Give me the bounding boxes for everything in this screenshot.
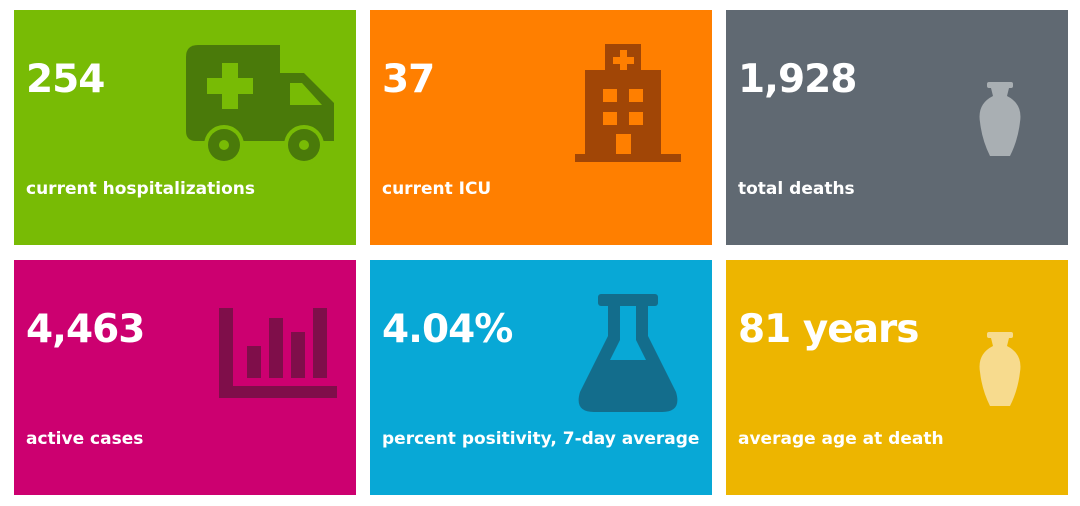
hospitalizations-label: current hospitalizations (26, 179, 255, 199)
positivity-label: percent positivity, 7-day average (382, 429, 700, 449)
stat-tile-deaths: 1,928 total deaths (726, 10, 1068, 245)
ambulance-icon (186, 45, 338, 165)
deaths-value: 1,928 (738, 57, 857, 102)
urn-icon (976, 82, 1024, 158)
deaths-label: total deaths (738, 179, 855, 199)
icu-label: current ICU (382, 179, 492, 199)
age-label: average age at death (738, 429, 944, 449)
bar-chart-icon (219, 308, 337, 400)
age-value: 81 years (738, 307, 919, 352)
positivity-value: 4.04% (382, 307, 513, 352)
stat-tile-icu: 37 current ICU (370, 10, 712, 245)
stat-tile-age-at-death: 81 years average age at death (726, 260, 1068, 495)
stat-tile-hospitalizations: 254 current hospitalizations (14, 10, 356, 245)
hospital-building-icon (575, 44, 681, 164)
urn-icon (976, 332, 1024, 408)
stat-tile-active-cases: 4,463 active cases (14, 260, 356, 495)
active-cases-label: active cases (26, 429, 144, 449)
icu-value: 37 (382, 57, 435, 102)
stat-tile-positivity: 4.04% percent positivity, 7-day average (370, 260, 712, 495)
flask-icon (576, 294, 680, 414)
hospitalizations-value: 254 (26, 57, 105, 102)
active-cases-value: 4,463 (26, 307, 145, 352)
